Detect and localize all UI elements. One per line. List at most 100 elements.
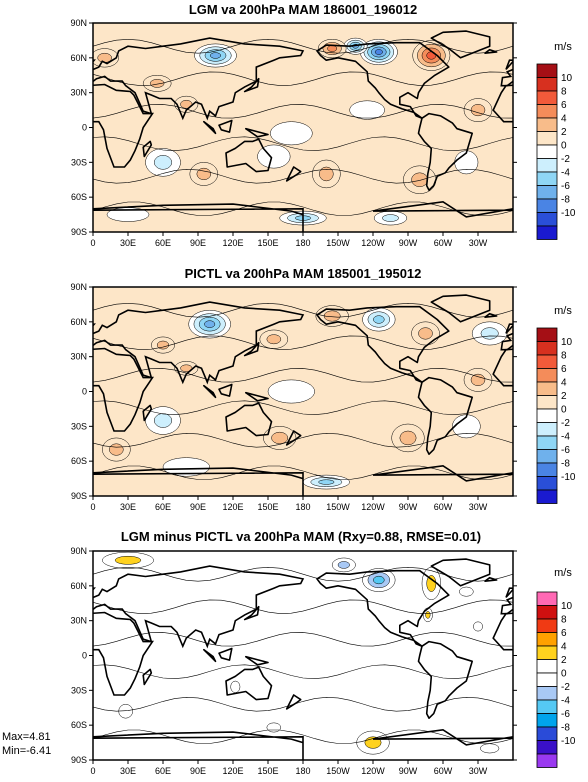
panel-title: LGM minus PICTL va 200hPa MAM (Rxy=0.88,… <box>121 529 481 544</box>
colorbar-swatch <box>536 435 558 450</box>
y-tick-label: 90S <box>71 755 87 765</box>
anomaly-contour <box>162 457 210 477</box>
anomaly-contour <box>266 334 282 345</box>
colorbar-swatch <box>536 462 558 477</box>
y-tick-label: 60S <box>71 456 87 466</box>
coastline <box>484 48 498 54</box>
y-tick-label: 90N <box>70 282 87 292</box>
contour-line <box>93 104 513 119</box>
coastline <box>372 728 513 746</box>
colorbar-swatch <box>536 699 558 714</box>
anomaly-contour <box>149 79 165 88</box>
y-tick-label: 0 <box>82 387 87 397</box>
colorbar-label: -2 <box>561 418 570 429</box>
anomaly-contour <box>156 340 170 350</box>
x-tick-label: 30E <box>120 502 136 512</box>
colorbar-swatch <box>536 408 558 423</box>
colorbar-swatch <box>536 395 558 410</box>
coastline <box>505 59 513 70</box>
anomaly-contour <box>470 373 486 386</box>
colorbar-swatch <box>536 368 558 383</box>
coastline <box>285 694 302 710</box>
field-background <box>93 551 513 760</box>
anomaly-contour <box>349 100 385 120</box>
anomaly-contour <box>374 49 383 55</box>
colorbar-swatch <box>536 618 558 633</box>
coastline <box>372 200 513 218</box>
colorbar-label: 4 <box>561 114 567 125</box>
x-tick-label: 150W <box>326 766 350 776</box>
colorbar-label: 4 <box>561 378 567 389</box>
colorbar-swatch <box>536 341 558 356</box>
colorbar-swatch <box>536 327 558 342</box>
y-tick-label: 90N <box>70 546 87 556</box>
colorbar-label: 6 <box>561 100 567 111</box>
coastline <box>93 203 304 232</box>
coastline <box>203 120 217 135</box>
y-tick-label: 60S <box>71 192 87 202</box>
anomaly-contour <box>459 586 474 597</box>
colorbar-swatch <box>536 354 558 369</box>
panel-lgm: LGM va 200hPa MAM 186001_196012 0 30E 60E 9… <box>70 2 575 248</box>
y-tick-label: 30N <box>70 616 87 626</box>
contour-line <box>93 664 513 680</box>
colorbar-label: -4 <box>561 168 570 179</box>
y-tick-label: 60N <box>70 317 87 327</box>
anomaly-contour <box>418 327 433 340</box>
axis-ticks: 0 30E 60E 90E 120E 150E 180 150W 120W 90W 60W 30W 90… <box>70 18 517 248</box>
x-tick-label: 30W <box>469 766 488 776</box>
coastline <box>142 404 153 422</box>
anomaly-contour <box>470 104 486 117</box>
x-tick-label: 120W <box>361 502 385 512</box>
colorbar-swatch <box>536 158 558 173</box>
contour-line <box>93 71 513 86</box>
x-tick-label: 120E <box>222 502 243 512</box>
anomaly-contour <box>382 214 399 222</box>
contour-line <box>93 599 513 614</box>
colorbar-label: 10 <box>561 601 573 612</box>
colorbar-swatch <box>536 713 558 728</box>
anomaly-contour <box>204 320 216 328</box>
panel-title: PICTL va 200hPa MAM 185001_195012 <box>185 266 422 281</box>
colorbar-swatch <box>536 449 558 464</box>
anomaly-contour <box>473 621 483 632</box>
coastline <box>225 402 273 437</box>
anomaly-contour <box>318 479 335 485</box>
y-tick-label: 0 <box>82 123 87 133</box>
coastline <box>225 666 273 701</box>
y-tick-label: 90N <box>70 18 87 28</box>
x-tick-label: 60W <box>434 502 453 512</box>
x-tick-label: 30E <box>120 238 136 248</box>
axis-ticks: 0 30E 60E 90E 120E 150E 180 150W 120W 90W 60W 30W 90… <box>70 282 517 512</box>
anomaly-contour <box>480 327 499 340</box>
y-tick-label: 30S <box>71 685 87 695</box>
y-tick-label: 90S <box>71 491 87 501</box>
coastline <box>218 119 233 133</box>
colorbar-swatch <box>536 476 558 491</box>
coastline <box>243 605 260 621</box>
colorbar-swatch <box>536 104 558 119</box>
coastline <box>245 391 269 402</box>
colorbar: 10 8 6 4 2 0 -2 -4 -6 -8 -10 <box>536 591 576 768</box>
anomaly-contour <box>271 431 289 445</box>
field-layer <box>93 287 513 496</box>
x-tick-label: 60W <box>434 238 453 248</box>
coastline <box>417 112 473 191</box>
colorbar-swatch <box>536 212 558 227</box>
anomaly-contour <box>373 315 385 324</box>
colorbar-label: 8 <box>561 87 567 98</box>
x-tick-label: 30W <box>469 502 488 512</box>
x-tick-label: 90E <box>190 238 206 248</box>
contour-line <box>93 368 513 383</box>
coastline <box>484 312 498 318</box>
x-tick-label: 180 <box>295 766 310 776</box>
coastline <box>93 301 305 385</box>
anomaly-contour <box>327 45 338 52</box>
x-tick-label: 0 <box>90 238 95 248</box>
anomaly-contour <box>154 413 172 428</box>
colorbar-units: m/s <box>554 567 572 579</box>
anomaly-contour <box>196 167 212 180</box>
coastline <box>93 83 154 168</box>
colorbar-label: -2 <box>561 154 570 165</box>
